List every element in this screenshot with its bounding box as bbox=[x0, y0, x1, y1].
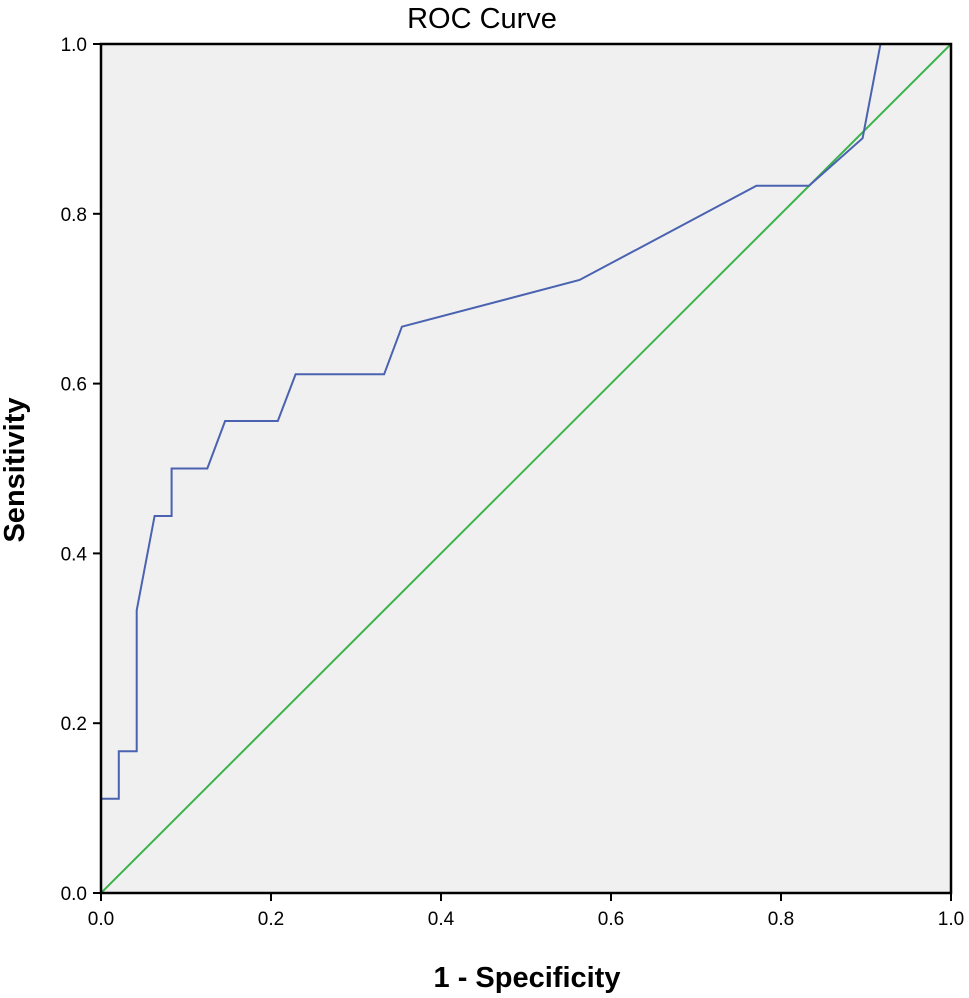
y-tick-label: 0.6 bbox=[61, 375, 87, 396]
y-tick-label: 0.0 bbox=[61, 884, 87, 905]
y-tick-label: 0.2 bbox=[61, 714, 87, 735]
x-tick-label: 0.2 bbox=[258, 909, 284, 930]
series-group bbox=[100, 43, 952, 894]
chart-title: ROC Curve bbox=[407, 3, 557, 35]
y-axis-label: Sensitivity bbox=[0, 397, 31, 542]
y-tick-label: 0.4 bbox=[61, 544, 88, 565]
x-tick-label: 0.0 bbox=[88, 909, 114, 930]
y-tick-label: 1.0 bbox=[61, 35, 87, 56]
x-tick-label: 0.8 bbox=[768, 909, 794, 930]
x-tick-label: 1.0 bbox=[938, 909, 964, 930]
x-tick-label: 0.6 bbox=[598, 909, 624, 930]
axis-ticks: 0.0 0.2 0.4 0.6 0.8 1.0 0.0 0.2 0.4 0.6 0.8 1.0 bbox=[61, 35, 965, 930]
roc-curve-line bbox=[100, 43, 951, 893]
x-axis-label: 1 - Specificity bbox=[434, 962, 621, 994]
plot-frame bbox=[99, 42, 953, 895]
y-tick-label: 0.8 bbox=[61, 205, 87, 226]
x-tick-label: 0.4 bbox=[428, 909, 455, 930]
